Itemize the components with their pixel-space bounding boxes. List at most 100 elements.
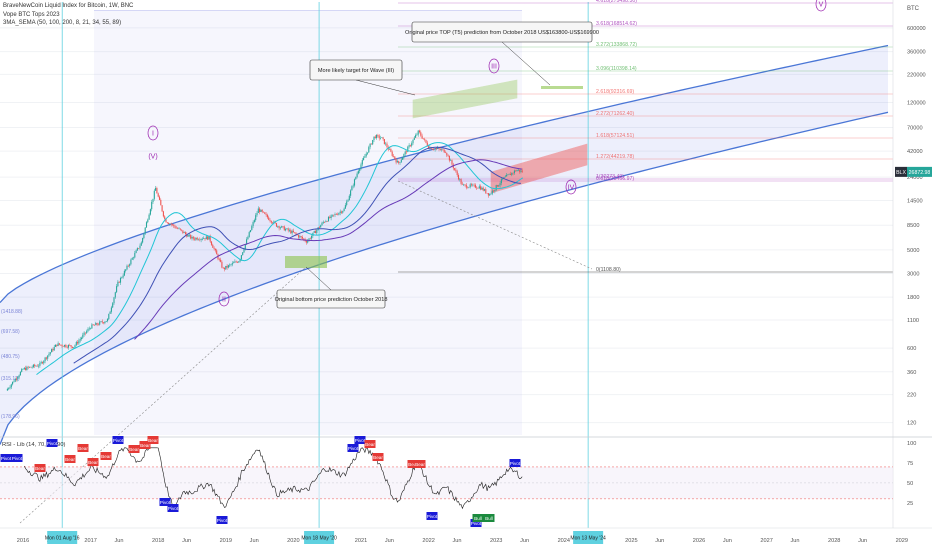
candle-body [491,190,493,194]
time-axis-tick: Jun [182,538,191,544]
price-axis-tick: 5000 [907,248,919,254]
candle-body [129,264,131,266]
candle-body [174,226,176,228]
candle-body [239,259,241,262]
candle-body [416,134,418,136]
candle-body [119,277,122,283]
pivot-tag-bg [426,512,438,520]
candle-body [467,187,469,189]
candle-body [444,152,447,154]
candle-body [473,184,475,186]
pivot-tag: Bear [373,455,383,460]
candle-body [216,250,218,255]
pivot-tag-bg [470,519,482,527]
candle-body [476,187,478,189]
candle-body [69,345,71,346]
candle-body [435,148,437,150]
time-axis-tick: 2027 [760,538,772,544]
rsi-axis-tick: 100 [907,441,916,447]
candle-body [10,384,12,388]
candle-body [318,227,320,228]
rsi-line [24,447,523,510]
pivot-tag: Bear [140,443,150,448]
rsi-axis-tick: 75 [907,461,913,467]
candle-body [208,235,210,240]
candle-body [395,159,397,163]
time-axis-tick: 2023 [490,538,502,544]
price-axis-background [893,0,932,528]
candle-body [104,321,106,324]
candle-body [283,226,285,231]
candle-body [403,154,405,158]
candle-body [390,149,392,152]
candle-body [26,366,28,371]
pivot-tag-bg [77,444,89,452]
candle-body [330,215,332,219]
history-band-edge [94,10,522,11]
candle-body [257,208,259,213]
candle-body [134,253,136,258]
callout-wave-target-box [309,59,403,81]
candle-body [425,139,427,143]
candle-body [376,134,378,139]
candle-body [521,170,523,173]
candle-body [268,217,270,220]
candle-body [182,230,184,234]
time-axis-tick: 2026 [693,538,705,544]
candle-body [95,323,97,326]
candle-body [352,185,354,187]
top-prediction-marker [541,86,583,89]
candle-body [127,265,129,267]
candle-body [23,367,25,370]
candle-body [346,201,348,206]
candle-body [194,238,196,240]
candle-body [266,214,268,218]
projection-line [397,180,593,270]
pivot-tag: Bear [129,447,139,452]
date-badge: Mon 13 May '24 [570,536,606,542]
candle-body [243,249,245,253]
candle-body [262,211,265,213]
candle-body [48,353,50,356]
candle-body [152,198,154,203]
candle-body [463,184,465,186]
wave-label: (V) [148,154,157,161]
left-fib-label: (315.12) [1,376,20,382]
candle-body [307,240,309,243]
left-fib-label: (178.96) [1,414,20,420]
candle-body [468,187,470,188]
candle-body [116,286,118,293]
pivot-tag-bg [509,459,521,467]
candle-body [342,210,344,213]
time-axis-tick: 2025 [625,538,637,544]
candle-body [329,217,331,219]
history-band [94,10,522,435]
time-axis-tick: 2028 [828,538,840,544]
candle-body [489,194,491,196]
candle-body [88,328,90,330]
candle-body [195,237,197,240]
candle-body [17,377,19,380]
candle-body [140,242,142,246]
candle-body [269,219,271,221]
pivot-tag-bg [139,441,151,449]
candle-body [188,234,190,236]
rsi-axis-tick: 25 [907,501,913,507]
candle-body [157,193,159,197]
candle-body [389,149,391,150]
pivot-tag-bg [167,504,179,512]
candle-body [261,209,263,212]
candle-body [6,388,8,391]
candle-body [229,264,231,266]
channel-lower-line [0,111,889,445]
candle-body [515,170,517,172]
candle-body [496,185,499,187]
candle-body [30,366,32,368]
candle-body [299,236,301,238]
time-axis-background [0,528,932,550]
candle-body [313,231,315,233]
time-axis-tick: 2016 [17,538,29,544]
chart-legend: BraveNewCoin Liquid Index for Bitcoin, 1… [3,2,133,28]
currency-label: BTC [907,6,920,12]
callout-connector [305,266,332,291]
